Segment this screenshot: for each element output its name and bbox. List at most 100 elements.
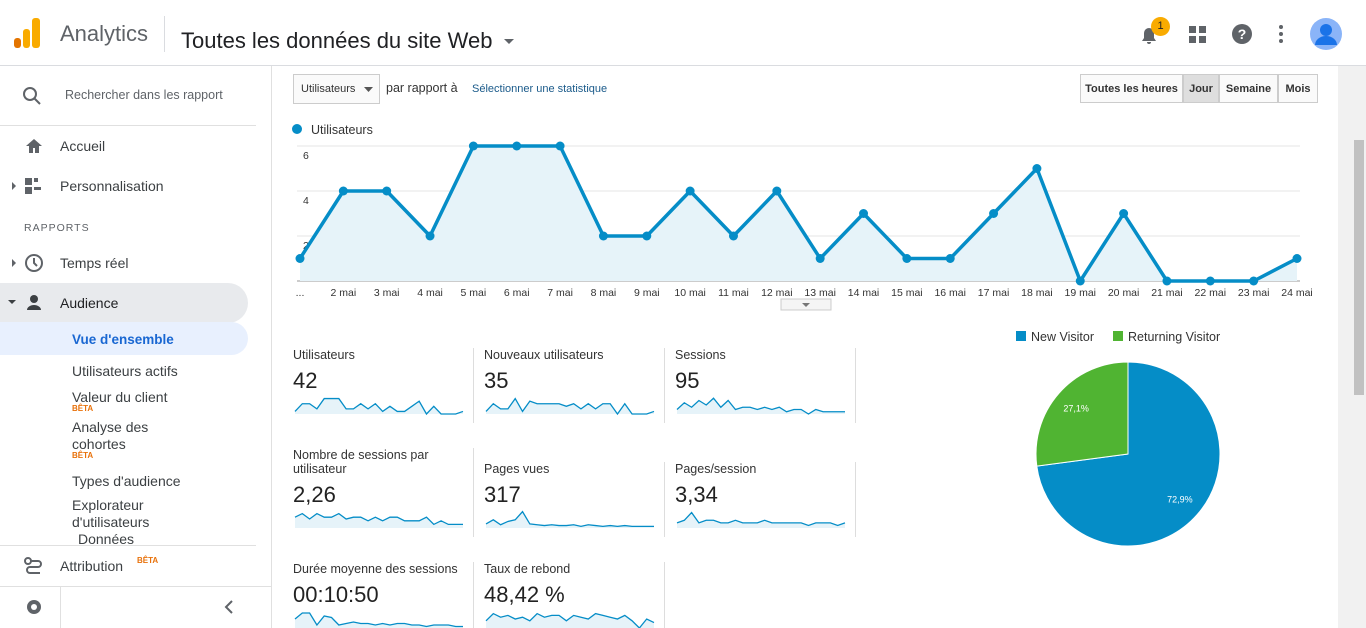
metric-value: 95: [675, 368, 700, 393]
x-tick-label: 22 mai: [1195, 287, 1227, 299]
nav-subitem[interactable]: Vue d'ensemble: [72, 332, 174, 347]
data-point: [512, 141, 522, 151]
x-tick-label: 7 mai: [547, 287, 573, 299]
data-point: [1075, 276, 1085, 286]
nav-highlight: [0, 322, 248, 355]
granularity-button[interactable]: Jour: [1183, 74, 1219, 103]
x-tick-label: 6 mai: [504, 287, 530, 299]
data-point: [685, 186, 695, 196]
beta-badge: BÊTA: [72, 404, 94, 413]
data-point: [338, 186, 348, 196]
scorecard[interactable]: Sessions 95: [675, 348, 856, 423]
data-point: [382, 186, 392, 196]
y-tick-label: 4: [303, 195, 309, 207]
legend-marker: [1016, 331, 1026, 341]
pie-slice: [1036, 361, 1221, 547]
nav-subitem[interactable]: Utilisateurs actifs: [72, 363, 178, 379]
scorecard[interactable]: Nombre de sessions par utilisateur 2,26: [293, 448, 474, 537]
search-icon: [23, 87, 41, 105]
chart-resize-handle[interactable]: [780, 298, 832, 311]
metric-label: Pages vues: [484, 462, 550, 476]
x-tick-label: 5 mai: [461, 287, 487, 299]
x-tick-label: 12 mai: [761, 287, 793, 299]
data-point: [815, 254, 825, 263]
x-tick-label: 20 mai: [1108, 287, 1140, 299]
x-tick-label: 8 mai: [591, 287, 617, 299]
data-point: [1119, 209, 1129, 218]
data-point: [642, 231, 652, 241]
area: [300, 146, 1297, 281]
scrollbar-thumb[interactable]: [1354, 140, 1364, 395]
collapse-icon[interactable]: [223, 600, 235, 614]
beta-badge: BÊTA: [72, 451, 94, 460]
settings-icon[interactable]: [25, 598, 43, 616]
nav-subitem[interactable]: Types d'audience: [72, 473, 181, 489]
data-point: [295, 254, 305, 263]
granularity-button[interactable]: Semaine: [1219, 74, 1278, 103]
nav-item[interactable]: Audience: [60, 295, 119, 311]
granularity-button[interactable]: Toutes les heures: [1080, 74, 1183, 103]
divider: [164, 16, 165, 52]
x-tick-label: 13 mai: [804, 287, 836, 299]
nav-subitem[interactable]: Analyse des cohortes: [72, 419, 149, 452]
x-tick-label: 11 mai: [718, 287, 749, 299]
x-tick-label: 4 mai: [417, 287, 443, 299]
more-icon[interactable]: [1278, 24, 1284, 44]
metric-label: Nombre de sessions par utilisateur: [293, 448, 429, 476]
divider: [0, 545, 256, 546]
data-point: [989, 209, 999, 218]
x-tick-label: 3 mai: [374, 287, 400, 299]
x-tick-label: 17 mai: [978, 287, 1010, 299]
legend-label: Utilisateurs: [311, 123, 373, 137]
data-point: [945, 254, 955, 263]
metric-label: Taux de rebond: [484, 562, 571, 576]
x-tick-label: 24 mai: [1281, 287, 1313, 299]
scorecard[interactable]: Taux de rebond 48,42 %: [484, 562, 665, 628]
scorecard[interactable]: Nouveaux utilisateurs 35: [484, 348, 665, 423]
data-point: [728, 231, 738, 241]
metric-label: Pages/session: [675, 462, 757, 476]
data-point: [598, 231, 608, 241]
select-metric-link[interactable]: Sélectionner une statistique: [472, 83, 608, 95]
nav-item[interactable]: Accueil: [60, 138, 106, 154]
realtime-icon: [12, 254, 43, 272]
help-icon[interactable]: ?: [1231, 23, 1253, 45]
dropdown-arrow: [364, 87, 373, 92]
apps-icon[interactable]: [1189, 26, 1207, 44]
scorecard[interactable]: Utilisateurs 42: [293, 348, 474, 423]
nav-item[interactable]: Attribution: [60, 558, 124, 574]
compare-text: par rapport à: [386, 81, 458, 95]
legend-marker: [1113, 331, 1123, 341]
y-tick-label: 2: [303, 240, 309, 252]
metric-select[interactable]: Utilisateurs: [293, 74, 380, 104]
granularity-button[interactable]: Mois: [1278, 74, 1318, 103]
data-point: [555, 141, 565, 151]
nav-subitem[interactable]: Valeur du client: [72, 389, 168, 405]
home-icon: [26, 139, 42, 153]
metric-value: 42: [293, 368, 318, 393]
property-selector[interactable]: Toutes les données du site Web: [181, 28, 493, 53]
nav-item[interactable]: Personnalisation: [60, 178, 164, 194]
x-tick-label: 18 mai: [1021, 287, 1053, 299]
nav-highlight: [0, 283, 248, 323]
metric-label: Sessions: [675, 348, 726, 362]
scorecard[interactable]: Pages/session 3,34: [675, 462, 856, 537]
audience-icon: [8, 295, 41, 310]
sidebar: Rechercher dans les rapport Accueil Pers…: [0, 66, 272, 628]
x-tick-label: 21 mai: [1151, 287, 1183, 299]
search-input[interactable]: Rechercher dans les rapport: [65, 88, 223, 102]
slice-label: 72,9%: [1167, 494, 1193, 504]
scorecard[interactable]: Pages vues 317: [484, 462, 665, 537]
metric-value: 317: [484, 482, 521, 507]
metric-value: 35: [484, 368, 509, 393]
legend-marker: [292, 124, 302, 134]
nav-item[interactable]: Temps réel: [60, 255, 129, 271]
legend-label: Returning Visitor: [1128, 330, 1220, 344]
metric-label: Durée moyenne des sessions: [293, 562, 458, 576]
scorecard[interactable]: Durée moyenne des sessions 00:10:50: [293, 562, 474, 628]
nav-subitem[interactable]: Explorateur d'utilisateurs: [72, 497, 150, 530]
dropdown-arrow[interactable]: [503, 38, 515, 46]
series-line: [298, 144, 1298, 283]
nav-subitem[interactable]: Données: [78, 531, 135, 545]
avatar[interactable]: [1309, 17, 1343, 51]
